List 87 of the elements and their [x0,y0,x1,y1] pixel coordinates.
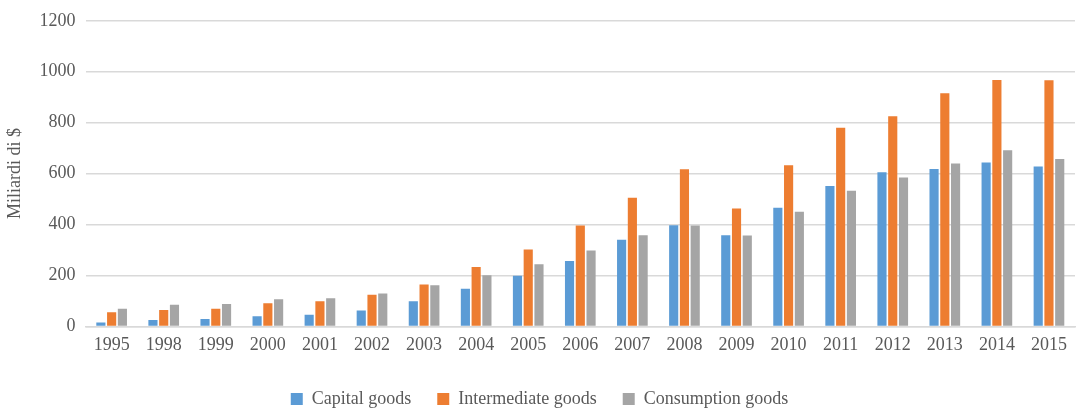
bar [523,249,533,326]
legend-label: Consumption goods [643,387,789,408]
bar [211,308,221,326]
x-tick-label: 1999 [197,333,234,354]
bar [679,169,690,326]
bar [252,316,262,326]
bar [482,275,492,326]
x-tick-label: 2015 [1030,333,1067,354]
x-tick-label: 2007 [614,333,651,354]
x-tick-label: 2012 [874,333,911,354]
bar [378,293,388,326]
bar [617,239,627,326]
y-tick-label: 1000 [39,60,76,81]
bar [512,275,523,326]
legend-label: Intermediate goods [458,387,597,408]
bar [221,303,232,326]
bar [846,190,856,326]
bar [794,211,804,326]
bar [200,319,210,326]
bar [721,235,731,326]
y-tick-label: 600 [48,162,76,183]
bar [1055,159,1065,326]
bar [356,310,366,326]
y-tick-label: 1200 [39,9,76,30]
y-tick-label: 800 [48,111,76,132]
bar [773,207,783,326]
x-tick-label: 2003 [406,333,443,354]
x-tick-label: 2002 [354,333,391,354]
x-tick-label: 1998 [145,333,182,354]
x-tick-label: 2006 [562,333,599,354]
bar [586,250,596,326]
bar [408,301,418,326]
bar [169,304,180,326]
bar [107,312,117,326]
y-tick-label: 400 [48,213,76,234]
y-tick-label: 200 [48,264,76,285]
bar [460,288,470,326]
bar [690,225,700,326]
bar [951,163,961,326]
x-tick-label: 2004 [458,333,495,354]
bar [898,177,909,326]
bar [929,169,939,326]
bar [669,225,679,326]
bar [836,127,846,326]
bar [1003,150,1013,326]
bar [430,285,440,326]
bar [1044,80,1054,326]
y-axis-title: Miliardi di $ [3,128,24,220]
x-tick-label: 2011 [823,333,859,354]
bar [1033,166,1043,326]
bar [981,162,991,326]
bar [274,299,284,326]
x-tick-label: 2001 [301,333,338,354]
bar [825,186,835,326]
bar [471,267,481,326]
bar [638,235,648,326]
bar [940,93,950,326]
bar [315,301,325,326]
bar [263,303,273,326]
x-tick-label: 2013 [926,333,963,354]
bar [992,79,1002,326]
bar [534,264,544,326]
x-tick-label: 1995 [93,333,130,354]
x-tick-label: 2009 [718,333,755,354]
x-tick-label: 2000 [249,333,286,354]
legend-label: Capital goods [311,387,412,408]
bar [148,320,158,326]
x-tick-label: 2014 [978,333,1015,354]
x-tick-label: 2010 [770,333,807,354]
bar [326,298,336,326]
bar [117,308,127,326]
x-tick-label: 2008 [666,333,703,354]
bar [575,225,585,326]
bar [419,284,429,326]
x-tick-label: 2005 [510,333,547,354]
bar [731,208,742,326]
y-tick-label: 0 [66,315,76,336]
bar [564,260,575,326]
bar [742,235,752,326]
bar [96,322,106,326]
bar [304,314,314,326]
bar [159,310,169,326]
bar [784,165,794,326]
bar [627,197,637,326]
bar [367,294,377,326]
bar [877,172,887,326]
bar [888,116,898,326]
